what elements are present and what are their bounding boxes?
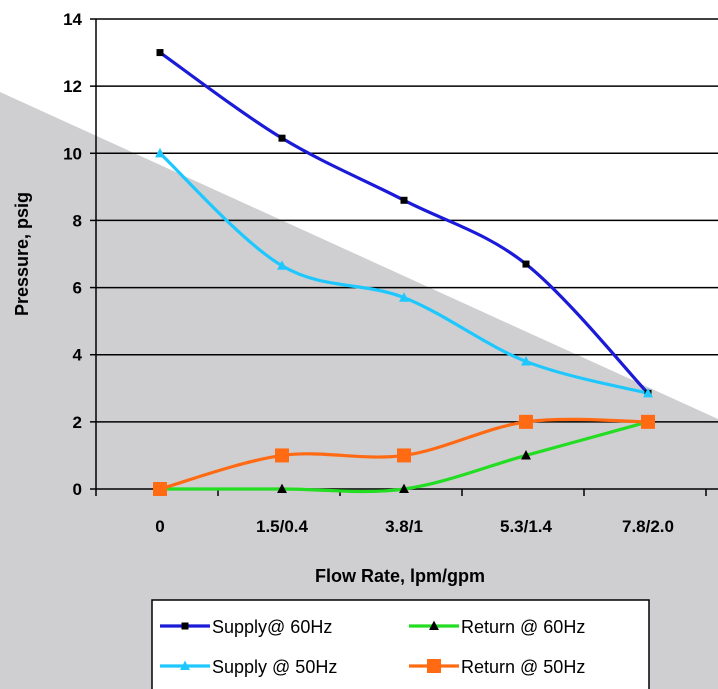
data-point-square <box>427 659 441 673</box>
data-point-square <box>400 196 408 204</box>
diagonal-gray-band <box>0 92 718 689</box>
data-point-triangle <box>277 483 287 494</box>
legend-label: Supply@ 60Hz <box>212 617 332 637</box>
data-point-triangle <box>643 387 653 398</box>
legend-box <box>151 599 650 689</box>
y-tick-label: 8 <box>73 211 82 230</box>
data-point-triangle <box>521 450 531 460</box>
data-point-triangle <box>155 147 165 158</box>
legend-label: Return @ 60Hz <box>461 617 585 637</box>
data-point-square <box>153 482 167 496</box>
y-axis-title: Pressure, psig <box>12 192 32 316</box>
series-markers <box>153 49 655 496</box>
data-point-square <box>181 622 189 630</box>
data-point-square <box>275 448 289 463</box>
y-tick-label: 6 <box>73 279 82 298</box>
data-point-square <box>156 49 164 57</box>
y-tick-label: 10 <box>63 144 82 163</box>
legend-label: Supply @ 50Hz <box>212 657 337 677</box>
y-tick-label: 14 <box>63 10 82 29</box>
y-tick-label: 4 <box>73 346 83 365</box>
data-point-square <box>397 448 411 463</box>
x-tick-label: 0 <box>155 517 164 536</box>
data-point-triangle <box>399 483 409 494</box>
x-axis-title: Flow Rate, lpm/gpm <box>315 566 485 586</box>
x-tick-label: 7.8/2.0 <box>622 517 674 536</box>
data-point-triangle <box>521 356 531 366</box>
y-tick-label: 2 <box>73 413 82 432</box>
data-point-square <box>278 134 286 142</box>
data-point-triangle <box>399 292 409 302</box>
y-tick-label: 12 <box>63 77 82 96</box>
data-point-triangle <box>180 660 190 671</box>
x-tick-label: 3.8/1 <box>385 517 423 536</box>
data-point-square <box>522 260 530 268</box>
tick-labels: 0 2 4 6 8 10 12 14 0 1.5/0.4 3.8/1 5.3/1.4 7.8/2.0 <box>63 10 674 536</box>
x-tick-label: 1.5/0.4 <box>256 517 309 536</box>
data-point-triangle <box>429 620 439 631</box>
legend-label: Return @ 50Hz <box>461 657 585 677</box>
data-point-triangle <box>277 260 287 270</box>
x-tick-label: 5.3/1.4 <box>500 517 553 536</box>
y-tick-label: 0 <box>73 480 82 499</box>
legend: Supply@ 60Hz Return @ 60Hz Supply @ 50Hz Re… <box>160 617 585 677</box>
data-point-square <box>641 414 655 429</box>
data-point-square <box>519 414 533 429</box>
